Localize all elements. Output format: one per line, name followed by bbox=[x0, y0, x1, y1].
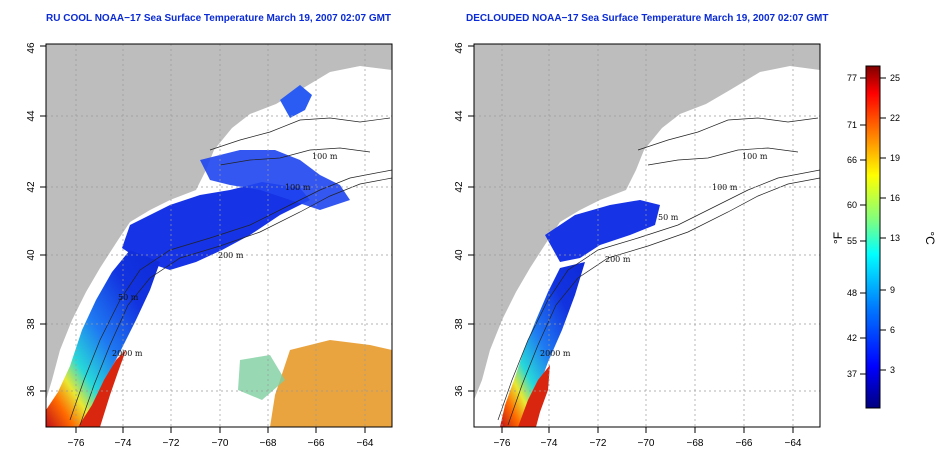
contour-label: 200 m bbox=[218, 251, 244, 260]
lat-label: 44 bbox=[26, 110, 37, 122]
contour-label: 100 m bbox=[742, 152, 768, 161]
lon-label: −70 bbox=[638, 438, 655, 449]
right-lon-labels: −76 −74 −72 −70 −68 −66 −64 bbox=[494, 438, 802, 449]
land bbox=[474, 44, 820, 400]
lat-label: 38 bbox=[26, 318, 37, 330]
cold-water-north bbox=[200, 150, 350, 210]
contour-label: 100 m bbox=[312, 152, 338, 161]
lat-label: 36 bbox=[454, 385, 465, 397]
lat-label: 46 bbox=[454, 42, 465, 54]
fahrenheit-label: 42 bbox=[847, 333, 857, 343]
colorbar-scale bbox=[865, 65, 881, 409]
fahrenheit-label: 66 bbox=[847, 155, 857, 165]
celsius-label: 9 bbox=[890, 285, 895, 295]
lon-label: −64 bbox=[785, 438, 802, 449]
contour-label: 50 m bbox=[658, 213, 679, 222]
shelf-water bbox=[500, 262, 585, 427]
grid bbox=[474, 44, 820, 427]
cold-water bbox=[122, 182, 310, 270]
lat-label: 44 bbox=[454, 110, 465, 122]
lon-label: −70 bbox=[212, 438, 229, 449]
right-map: 100 m 100 m 50 m 200 m 2000 m 36 38 40 4… bbox=[454, 42, 821, 449]
contour-label: 2000 m bbox=[112, 349, 143, 358]
left-lat-labels: 36 38 40 42 44 46 bbox=[26, 42, 37, 397]
celsius-label: 6 bbox=[890, 325, 895, 335]
lat-label: 38 bbox=[454, 318, 465, 330]
lon-label: −76 bbox=[494, 438, 511, 449]
warm-patches bbox=[270, 340, 392, 427]
fahrenheit-label: 77 bbox=[847, 73, 857, 83]
right-map-title: DECLOUDED NOAA−17 Sea Surface Temperatur… bbox=[466, 13, 829, 24]
celsius-label: 22 bbox=[890, 113, 900, 123]
fahrenheit-label: 71 bbox=[847, 120, 857, 130]
celsius-label: 19 bbox=[890, 153, 900, 163]
bathymetry-contours bbox=[497, 117, 820, 426]
lon-label: −68 bbox=[260, 438, 277, 449]
left-lon-labels: −76 −74 −72 −70 −68 −66 −64 bbox=[68, 438, 374, 449]
lon-label: −66 bbox=[736, 438, 753, 449]
fahrenheit-label: 60 bbox=[847, 200, 857, 210]
lon-label: −72 bbox=[590, 438, 607, 449]
warm-patches-2 bbox=[238, 355, 285, 400]
lat-label: 36 bbox=[26, 385, 37, 397]
colorbar: 77 71 66 60 55 48 42 37 25 22 19 16 13 9… bbox=[831, 65, 937, 409]
lat-label: 46 bbox=[26, 42, 37, 54]
celsius-label: 25 bbox=[890, 73, 900, 83]
left-map-frame bbox=[45, 43, 393, 428]
lat-label: 40 bbox=[454, 249, 465, 261]
celsius-label: 13 bbox=[890, 233, 900, 243]
bathymetry-contours bbox=[69, 117, 392, 426]
lon-label: −74 bbox=[115, 438, 132, 449]
cold-water-gulf-maine bbox=[280, 85, 312, 118]
lon-label: −74 bbox=[541, 438, 558, 449]
right-map-frame bbox=[473, 43, 821, 428]
lon-label: −64 bbox=[357, 438, 374, 449]
land bbox=[46, 44, 392, 400]
gulf-stream bbox=[78, 350, 126, 427]
fahrenheit-label: 48 bbox=[847, 288, 857, 298]
fahrenheit-unit: °F bbox=[831, 232, 845, 244]
celsius-label: 16 bbox=[890, 193, 900, 203]
fahrenheit-label: 55 bbox=[847, 236, 857, 246]
contour-label: 50 m bbox=[118, 293, 139, 302]
celsius-label: 3 bbox=[890, 365, 895, 375]
cold-water bbox=[545, 200, 660, 262]
shelf-water bbox=[46, 250, 160, 427]
left-map-title: RU COOL NOAA−17 Sea Surface Temperature … bbox=[46, 13, 392, 24]
lat-label: 42 bbox=[26, 181, 37, 193]
lon-label: −66 bbox=[308, 438, 325, 449]
left-map: 100 m 100 m 200 m 50 m 2000 m 36 38 40 4… bbox=[26, 42, 393, 449]
contour-label: 100 m bbox=[712, 183, 738, 192]
lat-label: 40 bbox=[26, 249, 37, 261]
lon-label: −72 bbox=[163, 438, 180, 449]
lon-label: −76 bbox=[68, 438, 85, 449]
lat-label: 42 bbox=[454, 181, 465, 193]
gulf-stream bbox=[518, 365, 550, 427]
lon-label: −68 bbox=[687, 438, 704, 449]
contour-label: 2000 m bbox=[540, 349, 571, 358]
contour-label: 200 m bbox=[605, 255, 631, 264]
right-lat-labels: 36 38 40 42 44 46 bbox=[454, 42, 465, 397]
contour-label: 100 m bbox=[285, 183, 311, 192]
fahrenheit-label: 37 bbox=[847, 369, 857, 379]
grid bbox=[46, 44, 392, 427]
celsius-unit: °C bbox=[923, 231, 937, 245]
